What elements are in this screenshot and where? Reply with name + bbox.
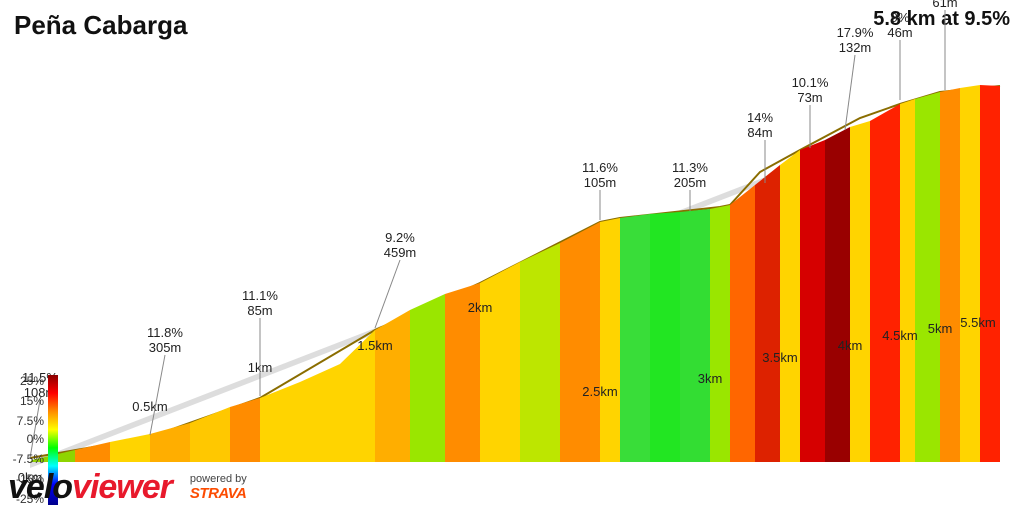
label-seg-5-line1: 11.3%	[672, 160, 708, 175]
label-seg-2-line1: 11.1%	[242, 288, 278, 303]
x-tick-3: 1.5km	[357, 338, 392, 353]
label-seg-9-line2: 46m	[887, 25, 912, 40]
label-seg-3-line2: 459m	[384, 245, 417, 260]
strava-wordmark: STRAVA	[190, 486, 247, 503]
label-seg-9-line1: 9%	[891, 10, 910, 25]
x-tick-1: 0.5km	[132, 399, 167, 414]
label-seg-1-line1: 11.8%	[147, 325, 183, 340]
x-tick-7: 3.5km	[762, 350, 797, 365]
x-tick-5: 2.5km	[582, 384, 617, 399]
logo-text-velo: velo	[8, 468, 72, 506]
label-seg-2-line2: 85m	[247, 303, 272, 318]
label-seg-1-line2: 305m	[149, 340, 182, 355]
legend-tick-1: 15%	[20, 394, 44, 408]
label-seg-4-line1: 11.6%	[582, 160, 618, 175]
powered-by-text: powered by	[190, 473, 247, 485]
label-seg-6-line2: 84m	[747, 125, 772, 140]
logo-text-viewer: viewer	[72, 468, 172, 506]
legend-tick-4: -7.5%	[13, 452, 45, 466]
label-seg-7-line2: 73m	[797, 90, 822, 105]
label-seg-4-line2: 105m	[584, 175, 617, 190]
label-seg-8-line2: 132m	[839, 40, 872, 55]
label-seg-5-line2: 205m	[674, 175, 707, 190]
label-seg-7-line1: 10.1%	[792, 75, 829, 90]
x-tick-10: 5km	[928, 321, 953, 336]
legend-tick-3: 0%	[27, 432, 45, 446]
label-seg-3-line1: 9.2%	[385, 230, 415, 245]
legend-tick-0: 25%	[20, 375, 44, 388]
x-tick-4: 2km	[468, 300, 493, 315]
legend-tick-2: 7.5%	[17, 414, 45, 428]
profile-svg: 0km 0.5km 1km 1.5km 2km 2.5km 3km 3.5km …	[0, 0, 1024, 512]
label-seg-10-line2: 61m	[932, 0, 957, 10]
x-tick-11: 5.5km	[960, 315, 995, 330]
x-tick-9: 4.5km	[882, 328, 917, 343]
x-tick-8: 4km	[838, 338, 863, 353]
branding-footer: veloviewer powered by STRAVA	[8, 470, 247, 504]
powered-by-strava: powered by STRAVA	[190, 473, 247, 504]
label-seg-6-line1: 14%	[747, 110, 773, 125]
label-seg-8-line1: 17.9%	[837, 25, 874, 40]
veloviewer-logo: veloviewer	[8, 470, 172, 504]
gradient-segments	[30, 85, 1000, 462]
elevation-profile-chart: Peña Cabarga 5.8 km at 9.5%	[0, 0, 1024, 512]
x-tick-6: 3km	[698, 371, 723, 386]
